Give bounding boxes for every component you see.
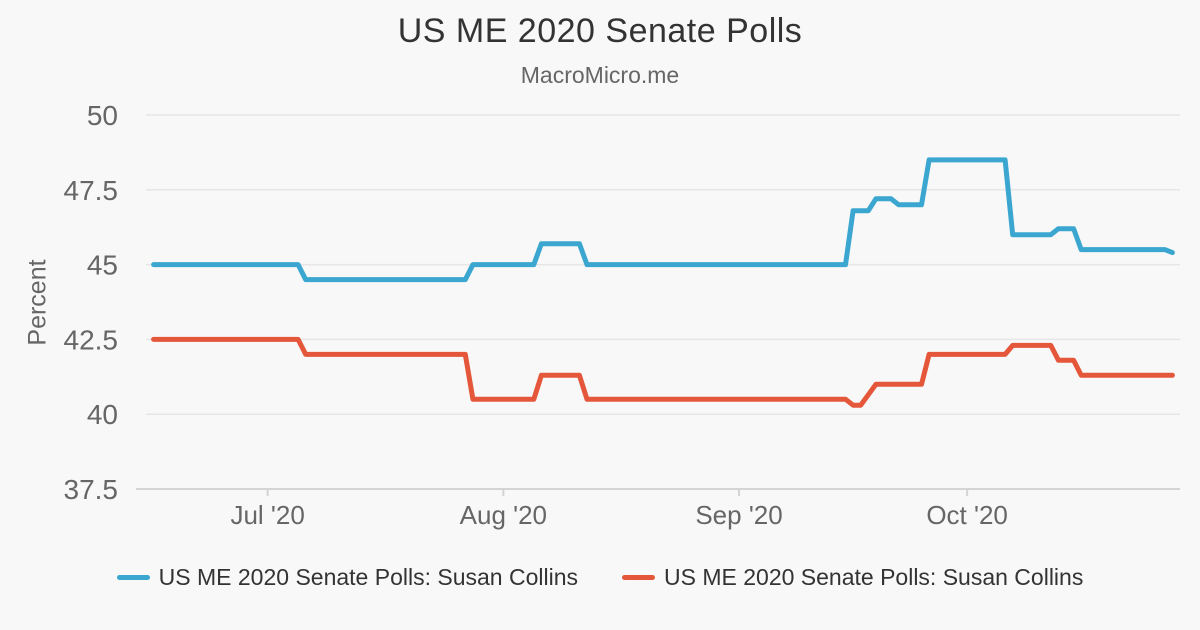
y-tick-label: 45 — [87, 250, 118, 281]
legend-swatch-red — [622, 575, 655, 580]
y-tick-label: 37.5 — [64, 474, 119, 505]
series-line-1[interactable] — [151, 336, 1175, 408]
y-tick-label: 42.5 — [64, 324, 119, 355]
legend-label: US ME 2020 Senate Polls: Susan Collins — [664, 564, 1084, 590]
x-tick-label: Oct '20 — [926, 500, 1008, 530]
legend-swatch-blue — [116, 575, 150, 580]
legend-item-collins-blue[interactable]: US ME 2020 Senate Polls: Susan Collins — [116, 564, 578, 591]
chart-subtitle: MacroMicro.me — [520, 62, 680, 88]
y-tick-label: 47.5 — [64, 175, 119, 206]
legend-item-collins-red[interactable]: US ME 2020 Senate Polls: Susan Collins — [622, 564, 1083, 591]
chart-title: US ME 2020 Senate Polls — [397, 12, 803, 50]
x-tick-label: Sep '20 — [695, 500, 782, 530]
x-tick-label: Jul '20 — [230, 500, 304, 530]
y-tick-label: 50 — [87, 100, 118, 131]
y-tick-label: 40 — [87, 399, 118, 430]
series-line-0[interactable] — [151, 157, 1175, 283]
x-tick-label: Aug '20 — [460, 500, 547, 530]
legend: US ME 2020 Senate Polls: Susan Collins U… — [0, 564, 1200, 591]
legend-label: US ME 2020 Senate Polls: Susan Collins — [158, 564, 578, 590]
